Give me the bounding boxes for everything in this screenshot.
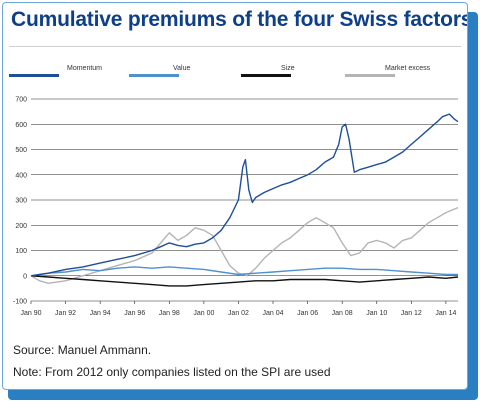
x-tick-label: Jan 96	[124, 310, 145, 317]
y-tick-label: -100	[13, 299, 27, 306]
x-tick-label: Jan 98	[159, 310, 180, 317]
gridlines	[31, 98, 458, 302]
y-tick-label: 500	[15, 147, 27, 154]
y-tick-label: 400	[15, 172, 27, 179]
series-lines	[30, 113, 459, 287]
x-tick-label: Jan 04	[263, 310, 284, 317]
series-line-value	[30, 266, 458, 277]
x-tick-label: Jan 08	[332, 310, 353, 317]
chart-legend: Momentum Value Size Market excess	[3, 65, 467, 85]
footnote: Note: From 2012 only companies listed on…	[13, 365, 331, 379]
y-tick-label: 0	[23, 273, 27, 280]
series-line-momentum	[30, 113, 459, 277]
legend-label-value: Value	[173, 65, 191, 72]
series-line-market-excess	[30, 206, 459, 284]
source-note: Source: Manuel Ammann.	[13, 343, 152, 357]
y-axis-ticks: -100 0 100 200 300 400 500 600 700	[13, 97, 27, 306]
y-tick-label: 200	[15, 223, 27, 230]
y-tick-label: 700	[15, 97, 27, 104]
legend-swatch-value	[129, 74, 179, 77]
x-axis-ticks: Jan 90 Jan 92 Jan 94 Jan 96 Jan 98 Jan 00 Jan …	[20, 301, 457, 317]
title-divider	[9, 46, 461, 47]
legend-label-market-excess: Market excess	[385, 65, 431, 72]
series-line-size	[30, 275, 459, 287]
y-tick-label: 100	[15, 248, 27, 255]
legend-swatch-market-excess	[345, 74, 395, 77]
y-tick-label: 600	[15, 122, 27, 129]
figure-card: Cumulative premiums of the four Swiss fa…	[2, 2, 468, 390]
chart-title: Cumulative premiums of the four Swiss fa…	[11, 8, 468, 31]
x-tick-label: Jan 00	[193, 310, 214, 317]
x-tick-label: Jan 02	[228, 310, 249, 317]
x-tick-label: Jan 92	[55, 310, 76, 317]
x-tick-label: Jan 94	[90, 310, 111, 317]
legend-swatch-momentum	[9, 74, 59, 77]
x-tick-label: Jan 90	[20, 310, 41, 317]
x-tick-label: Jan 10	[366, 310, 387, 317]
x-tick-label: Jan 14	[435, 310, 456, 317]
y-tick-label: 300	[15, 198, 27, 205]
legend-swatch-size	[241, 74, 291, 77]
legend-label-size: Size	[281, 65, 295, 72]
legend-label-momentum: Momentum	[67, 65, 103, 72]
x-tick-label: Jan 12	[401, 310, 422, 317]
x-tick-label: Jan 06	[297, 310, 318, 317]
